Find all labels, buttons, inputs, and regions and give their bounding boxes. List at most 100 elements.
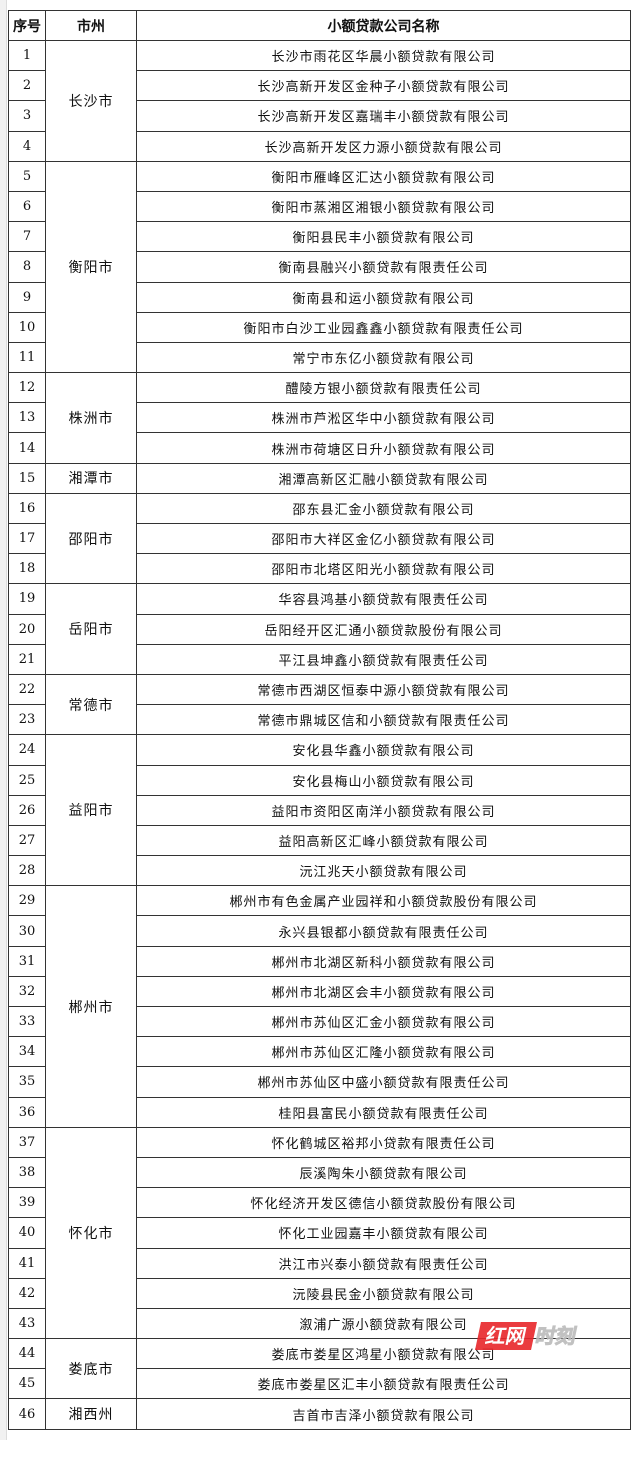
city-cell: 湘潭市 — [45, 462, 137, 494]
serial-number-cell: 9 — [8, 281, 46, 313]
company-name-cell: 郴州市苏仙区汇金小额贷款有限公司 — [136, 1005, 631, 1038]
table-row: 45 娄底市娄星区汇丰小额贷款有限责任公司 — [8, 1368, 631, 1400]
city-cell: 郴州市 — [45, 885, 137, 1128]
company-name-cell: 郴州市苏仙区中盛小额贷款有限责任公司 — [136, 1066, 631, 1098]
table-row: 17 邵阳市大祥区金亿小额贷款有限公司 — [8, 522, 631, 555]
table-row: 5 衡阳市 衡阳市雁峰区汇达小额贷款有限公司 — [8, 160, 631, 374]
table-row: 28 沅江兆天小额贷款有限公司 — [8, 855, 631, 887]
company-name-cell: 沅江兆天小额贷款有限公司 — [136, 855, 631, 887]
table-row: 13 株洲市芦淞区华中小额贷款有限公司 — [8, 402, 631, 434]
table-row: 44 娄底市 娄底市娄星区鸿星小额贷款有限公司 — [8, 1338, 631, 1400]
serial-number-cell: 19 — [8, 583, 46, 615]
serial-number-cell: 32 — [8, 975, 46, 1008]
serial-number-cell: 42 — [8, 1277, 46, 1309]
serial-number-cell: 10 — [8, 311, 46, 343]
serial-number-cell: 18 — [8, 553, 46, 585]
serial-number-cell: 30 — [8, 915, 46, 947]
serial-number-cell: 28 — [8, 855, 46, 887]
serial-number-cell: 27 — [8, 824, 46, 857]
company-name-cell: 衡阳市蒸湘区湘银小额贷款有限公司 — [136, 190, 631, 223]
company-name-cell: 溆浦广源小额贷款有限公司 — [136, 1307, 631, 1340]
company-name-cell: 邵阳市大祥区金亿小额贷款有限公司 — [136, 522, 631, 555]
serial-number-cell: 22 — [8, 673, 46, 706]
serial-number-cell: 39 — [8, 1187, 46, 1219]
serial-number-cell: 15 — [8, 462, 46, 494]
serial-number-cell: 37 — [8, 1126, 46, 1158]
table-row: 8 衡南县融兴小额贷款有限责任公司 — [8, 251, 631, 283]
table-row: 10 衡阳市白沙工业园鑫鑫小额贷款有限责任公司 — [8, 311, 631, 343]
company-name-cell: 醴陵方银小额贷款有限责任公司 — [136, 372, 631, 404]
table-row: 36 桂阳县富民小额贷款有限责任公司 — [8, 1096, 631, 1128]
city-cell: 娄底市 — [45, 1338, 137, 1400]
company-name-cell: 岳阳经开区汇通小额贷款股份有限公司 — [136, 613, 631, 645]
serial-number-cell: 25 — [8, 764, 46, 796]
company-name-cell: 娄底市娄星区鸿星小额贷款有限公司 — [136, 1338, 631, 1370]
city-cell: 岳阳市 — [45, 583, 137, 675]
company-name-cell: 娄底市娄星区汇丰小额贷款有限责任公司 — [136, 1368, 631, 1400]
company-name-cell: 长沙高新开发区金种子小额贷款有限公司 — [136, 70, 631, 102]
company-name-cell: 永兴县银都小额贷款有限责任公司 — [136, 915, 631, 947]
serial-number-cell: 16 — [8, 492, 46, 525]
header-company-name: 小额贷款公司名称 — [136, 10, 631, 41]
serial-number-cell: 6 — [8, 190, 46, 223]
city-cell: 邵阳市 — [45, 492, 137, 585]
serial-number-cell: 8 — [8, 251, 46, 283]
serial-number-cell: 43 — [8, 1307, 46, 1340]
table-body: 1 长沙市 长沙市雨花区华晨小额贷款有限公司 2 长沙高新开发区金种子小额贷款有限公司 3… — [8, 39, 631, 1430]
company-name-cell: 桂阳县富民小额贷款有限责任公司 — [136, 1096, 631, 1128]
company-name-cell: 安化县华鑫小额贷款有限公司 — [136, 734, 631, 766]
table-row: 20 岳阳经开区汇通小额贷款股份有限公司 — [8, 613, 631, 645]
company-name-cell: 衡阳市白沙工业园鑫鑫小额贷款有限责任公司 — [136, 311, 631, 343]
table-row: 25 安化县梅山小额贷款有限公司 — [8, 764, 631, 796]
company-name-cell: 衡南县融兴小额贷款有限责任公司 — [136, 251, 631, 283]
company-name-cell: 长沙市雨花区华晨小额贷款有限公司 — [136, 39, 631, 72]
company-name-cell: 怀化工业园嘉丰小额贷款有限公司 — [136, 1217, 631, 1249]
company-name-cell: 长沙高新开发区嘉瑞丰小额贷款有限公司 — [136, 100, 631, 132]
table-row: 12 株洲市 醴陵方银小额贷款有限责任公司 — [8, 372, 631, 464]
company-name-cell: 长沙高新开发区力源小额贷款有限公司 — [136, 130, 631, 162]
table-row: 21 平江县坤鑫小额贷款有限责任公司 — [8, 643, 631, 675]
company-name-cell: 洪江市兴泰小额贷款有限责任公司 — [136, 1247, 631, 1279]
serial-number-cell: 45 — [8, 1368, 46, 1400]
table-row: 7 衡阳县民丰小额贷款有限公司 — [8, 221, 631, 253]
serial-number-cell: 23 — [8, 704, 46, 736]
serial-number-cell: 11 — [8, 341, 46, 374]
serial-number-cell: 14 — [8, 432, 46, 464]
company-name-cell: 株洲市荷塘区日升小额贷款有限公司 — [136, 432, 631, 464]
serial-number-cell: 31 — [8, 945, 46, 977]
table-row: 38 辰溪陶朱小额贷款有限公司 — [8, 1156, 631, 1189]
serial-number-cell: 26 — [8, 794, 46, 826]
table-row: 31 郴州市北湖区新科小额贷款有限公司 — [8, 945, 631, 977]
serial-number-cell: 13 — [8, 402, 46, 434]
serial-number-cell: 20 — [8, 613, 46, 645]
table-row: 6 衡阳市蒸湘区湘银小额贷款有限公司 — [8, 190, 631, 223]
table-header-row: 序号 市州 小额贷款公司名称 — [8, 10, 631, 41]
company-name-cell: 安化县梅山小额贷款有限公司 — [136, 764, 631, 796]
table-row: 24 益阳市 安化县华鑫小额贷款有限公司 — [8, 734, 631, 887]
table-row: 22 常德市 常德市西湖区恒泰中源小额贷款有限公司 — [8, 673, 631, 736]
company-name-cell: 常宁市东亿小额贷款有限公司 — [136, 341, 631, 374]
serial-number-cell: 1 — [8, 39, 46, 72]
city-cell: 常德市 — [45, 673, 137, 736]
hongwang-watermark-logo: 红网 时刻 — [475, 1316, 618, 1356]
company-name-cell: 怀化鹤城区裕邦小贷款有限责任公司 — [136, 1126, 631, 1158]
city-cell: 湘西州 — [45, 1398, 137, 1430]
table-row: 46 湘西州 吉首市吉泽小额贷款有限公司 — [8, 1398, 631, 1430]
header-serial-number: 序号 — [8, 10, 46, 41]
table-row: 26 益阳市资阳区南洋小额贷款有限公司 — [8, 794, 631, 826]
company-name-cell: 衡阳市雁峰区汇达小额贷款有限公司 — [136, 160, 631, 192]
company-name-cell: 郴州市苏仙区汇隆小额贷款有限公司 — [136, 1036, 631, 1068]
table-row: 9 衡南县和运小额贷款有限公司 — [8, 281, 631, 313]
company-name-cell: 益阳市资阳区南洋小额贷款有限公司 — [136, 794, 631, 826]
serial-number-cell: 40 — [8, 1217, 46, 1249]
serial-number-cell: 41 — [8, 1247, 46, 1279]
table-row: 3 长沙高新开发区嘉瑞丰小额贷款有限公司 — [8, 100, 631, 132]
company-name-cell: 辰溪陶朱小额贷款有限公司 — [136, 1156, 631, 1189]
table-row: 32 郴州市北湖区会丰小额贷款有限公司 — [8, 975, 631, 1008]
table-row: 29 郴州市 郴州市有色金属产业园祥和小额贷款股份有限公司 — [8, 885, 631, 1128]
table-row: 16 邵阳市 邵东县汇金小额贷款有限公司 — [8, 492, 631, 585]
city-cell: 衡阳市 — [45, 160, 137, 374]
company-name-cell: 沅陵县民金小额贷款有限公司 — [136, 1277, 631, 1309]
company-name-cell: 郴州市北湖区新科小额贷款有限公司 — [136, 945, 631, 977]
serial-number-cell: 38 — [8, 1156, 46, 1189]
